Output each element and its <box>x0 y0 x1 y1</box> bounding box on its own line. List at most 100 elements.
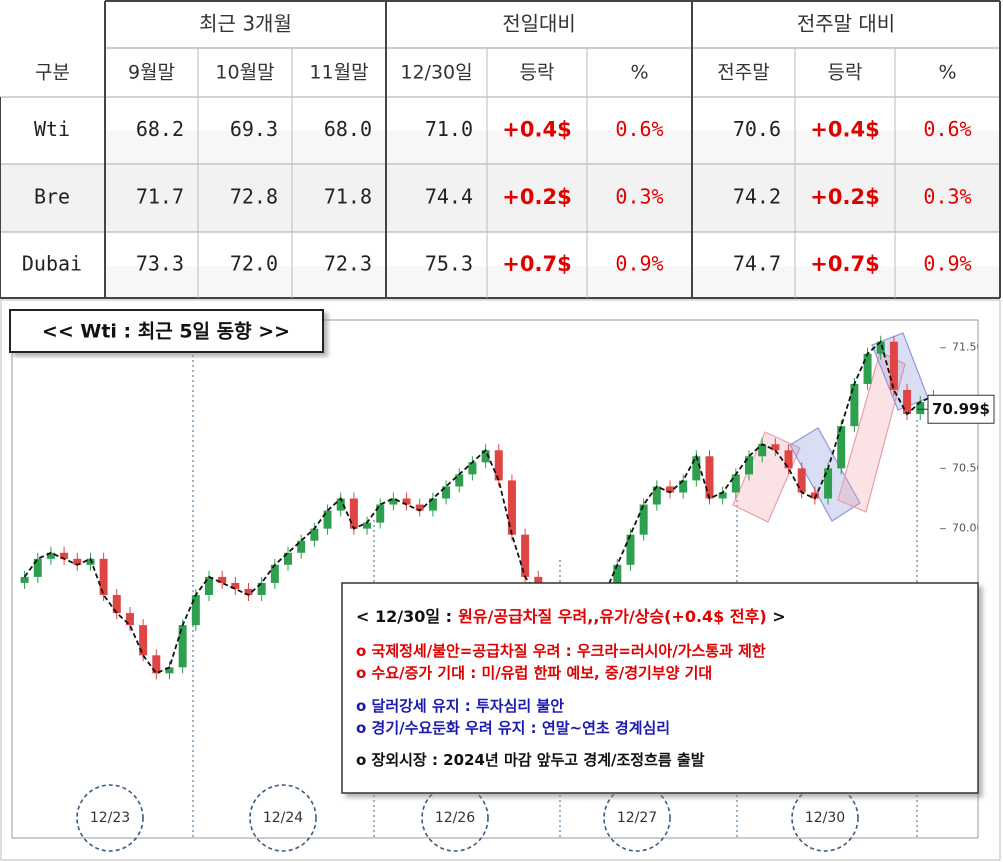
bullet: o <box>356 697 372 715</box>
last-price-label: 70.99$ <box>932 400 990 418</box>
row-bg <box>105 131 1000 164</box>
cell: 71.7 <box>136 185 184 209</box>
candle <box>824 468 833 499</box>
candle <box>270 564 279 583</box>
candle <box>244 588 253 595</box>
candle <box>837 426 846 469</box>
row-label: Wti <box>34 117 70 141</box>
candle <box>428 498 437 511</box>
cell: 71.0 <box>425 117 473 141</box>
candle <box>731 474 740 493</box>
cell: +0.4$ <box>810 118 879 142</box>
bullet: o <box>356 642 372 660</box>
annotation-line: o 장외시장 : 2024년 마감 앞두고 경계/조정흐름 출발 <box>356 751 705 769</box>
annotation: < 12/30일 : 원유/공급차질 우려,,유가/상승(+0.4$ 전후) > … <box>341 582 979 794</box>
date-circle <box>249 784 317 852</box>
candle <box>349 498 358 529</box>
column-header: 구분 <box>35 62 70 84</box>
trend-line <box>23 340 934 675</box>
candle <box>810 492 819 499</box>
candle <box>758 444 767 457</box>
candle <box>112 594 121 614</box>
candle <box>468 462 477 475</box>
date-label: 12/30 <box>805 810 845 826</box>
bracket: > <box>767 607 786 626</box>
candle <box>718 492 727 499</box>
candle <box>86 558 95 565</box>
candle <box>46 552 55 559</box>
candle <box>60 552 69 559</box>
candle <box>178 625 187 668</box>
cell: +0.4$ <box>502 118 571 142</box>
candle <box>20 576 29 583</box>
cell: 68.2 <box>136 117 184 141</box>
cell: 74.7 <box>733 252 781 276</box>
candle <box>442 486 451 499</box>
candle <box>99 558 108 595</box>
candle <box>323 510 332 529</box>
annotation-line: o 수요/증가 기대 : 미/유럽 한파 예보, 중/경기부양 기대 <box>356 664 712 682</box>
candle <box>652 486 661 505</box>
cell: +0.7$ <box>810 252 879 276</box>
highlight <box>837 351 906 513</box>
cell: 70.6 <box>733 117 781 141</box>
candle <box>863 353 872 384</box>
title-box <box>9 309 324 353</box>
annotation-box <box>341 582 979 794</box>
y-tick-label: 70.50 <box>952 461 984 474</box>
date-label: 12/24 <box>263 810 303 826</box>
candle <box>481 450 490 463</box>
annotation-text: 달러강세 유지 : 투자심리 불안 <box>372 697 565 715</box>
candle <box>204 576 213 595</box>
cell: 0.9% <box>923 252 971 276</box>
annotation-text: 국제정세/불안=공급차질 우려 : 우크라=러시아/가스통과 제한 <box>372 642 766 660</box>
date-circle <box>76 784 144 852</box>
annotation-line: o 달러강세 유지 : 투자심리 불안 <box>356 697 564 715</box>
annotation-text: 수요/증가 기대 : 미/유럽 한파 예보, 중/경기부양 기대 <box>372 664 713 682</box>
candle <box>679 480 688 493</box>
candle <box>73 558 82 565</box>
candle <box>336 498 345 511</box>
annotation-text: 장외시장 : 2024년 마감 앞두고 경계/조정흐름 출발 <box>372 751 705 769</box>
candle <box>415 504 424 511</box>
candle <box>850 383 859 427</box>
date-label: 12/23 <box>90 810 130 826</box>
date-label: 12/27 <box>617 810 657 826</box>
candle <box>639 504 648 535</box>
candle <box>797 468 806 493</box>
candle <box>310 528 319 541</box>
date-label: 12/26 <box>435 810 475 826</box>
chart-title-box: << Wti : 최근 5일 동향 >> <box>9 309 324 353</box>
candle <box>165 667 174 674</box>
bracket: < <box>356 607 375 626</box>
candle <box>191 594 200 626</box>
cell: 75.3 <box>425 252 473 276</box>
chart-title: << Wti : 최근 5일 동향 >> <box>42 321 290 343</box>
candle <box>626 534 635 565</box>
candle <box>771 444 780 451</box>
column-header: 전주말 <box>717 62 769 84</box>
row-label: Dubai <box>22 252 82 276</box>
candle <box>152 655 161 674</box>
column-header: 10월말 <box>215 62 274 84</box>
candle <box>402 498 411 505</box>
highlight <box>732 431 801 523</box>
candle <box>376 504 385 523</box>
column-header: 등락 <box>828 62 863 84</box>
y-axis: 70.00 70.50 71.50 70.99$ <box>917 341 995 535</box>
annotation-text: 경기/수요둔화 우려 유지 : 연말~연초 경계심리 <box>372 719 671 737</box>
candle <box>507 480 516 535</box>
candles <box>20 335 938 680</box>
annotation-headline: 원유/공급차질 우려,,유가/상승(+0.4$ 전후) <box>458 607 767 626</box>
cell: +0.7$ <box>502 252 571 276</box>
cell: 72.8 <box>230 185 278 209</box>
annotation-date: 12/30일 : <box>375 607 452 626</box>
candle <box>876 341 885 354</box>
candle <box>363 522 372 529</box>
cell: 74.4 <box>425 185 473 209</box>
plot <box>20 332 938 838</box>
cell: 71.8 <box>324 185 372 209</box>
cell: 0.3% <box>615 185 663 209</box>
candle <box>784 450 793 469</box>
